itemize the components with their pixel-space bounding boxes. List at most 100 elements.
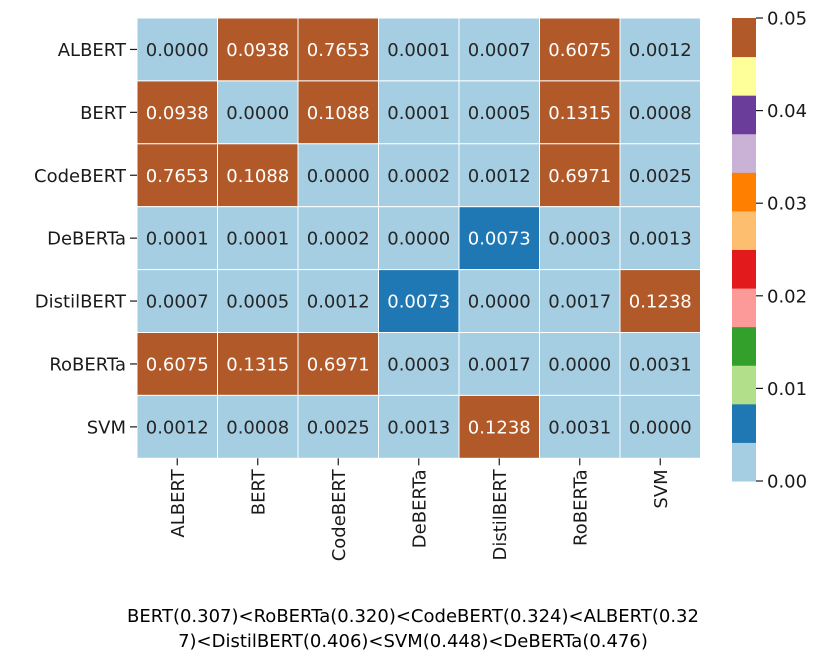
colorbar-segment [732, 56, 756, 96]
row-tick-label: DeBERTa [47, 229, 126, 250]
row-tick-label: SVM [87, 417, 126, 438]
column-tick-label: BERT [248, 468, 269, 515]
cell-value-label: 0.1315 [548, 103, 611, 124]
colorbar-tick-label: 0.04 [767, 101, 807, 122]
heatmap-cell [619, 206, 701, 271]
cell-value-label: 0.1088 [307, 103, 370, 124]
cell-value-label: 0.0025 [629, 166, 692, 187]
colorbar-tick-label: 0.05 [767, 9, 807, 30]
cell-value-label: 0.0001 [387, 103, 450, 124]
cell-value-label: 0.0001 [387, 40, 450, 61]
row-tick-label: ALBERT [58, 40, 127, 61]
cell-value-label: 0.0001 [146, 229, 209, 250]
cell-value-label: 0.0013 [629, 229, 692, 250]
cell-value-label: 0.0025 [307, 417, 370, 438]
cell-value-label: 0.6971 [307, 354, 370, 375]
cell-value-label: 0.1238 [629, 292, 692, 313]
column-tick-label: ALBERT [168, 468, 189, 537]
colorbar-segment [732, 442, 756, 482]
column-tick-label: DeBERTa [409, 469, 430, 548]
column-tick-label: DistilBERT [490, 468, 511, 560]
heatmap-cells: 0.0000 0.0938 0.7653 0.0001 0.0007 0.6075 0.00… [136, 17, 701, 459]
heatmap-cell [297, 332, 379, 396]
heatmap-cell [619, 80, 701, 145]
heatmap-cell [458, 143, 540, 208]
cell-value-label: 0.1238 [468, 417, 531, 438]
column-tick-label: SVM [651, 469, 672, 508]
heatmap-cell [458, 80, 540, 145]
cell-value-label: 0.0017 [468, 354, 531, 375]
cell-value-label: 0.0000 [307, 166, 370, 187]
cell-value-label: 0.0012 [146, 417, 209, 438]
cell-value-label: 0.0000 [226, 103, 289, 124]
heatmap-cell [458, 394, 540, 459]
cell-value-label: 0.0003 [387, 354, 450, 375]
cell-value-label: 0.0000 [146, 40, 209, 61]
cell-value-label: 0.0008 [629, 103, 692, 124]
cell-value-label: 0.0031 [548, 417, 611, 438]
cell-value-label: 0.0007 [468, 40, 531, 61]
row-tick-label: RoBERTa [49, 354, 126, 375]
colorbar-segment [732, 210, 756, 250]
heatmap-cell [297, 17, 379, 82]
heatmap-cell [539, 206, 621, 271]
column-tick-label: CodeBERT [329, 468, 350, 561]
colorbar-tick-label: 0.03 [767, 194, 807, 215]
heatmap-cell [217, 17, 299, 82]
cell-value-label: 0.0000 [468, 292, 531, 313]
colorbar-tick-label: 0.02 [767, 286, 807, 307]
cell-value-label: 0.0012 [468, 166, 531, 187]
heatmap-cell [619, 394, 701, 459]
cell-value-label: 0.0938 [226, 40, 289, 61]
cell-value-label: 0.0938 [146, 103, 209, 124]
heatmap-cell [619, 269, 701, 334]
heatmap-cell [539, 17, 621, 82]
heatmap-cell [136, 17, 218, 82]
row-tick-label: CodeBERT [34, 166, 127, 187]
colorbar-segment [732, 172, 756, 212]
heatmap-cell [297, 143, 379, 208]
heatmap-cell [458, 332, 540, 396]
row-tick-label: DistilBERT [35, 292, 127, 313]
footnote-line-2: 7)<DistilBERT(0.406)<SVM(0.448)<DeBERTa(… [178, 631, 648, 652]
heatmap-cell [378, 332, 460, 396]
cell-value-label: 0.0012 [629, 40, 692, 61]
colorbar-tick-label: 0.00 [767, 472, 807, 493]
cell-value-label: 0.0002 [387, 166, 450, 187]
cell-value-label: 0.6075 [548, 40, 611, 61]
heatmap-cell [136, 332, 218, 396]
cell-value-label: 0.7653 [146, 166, 209, 187]
colorbar-tick-label: 0.01 [767, 379, 807, 400]
colorbar-segment [732, 249, 756, 289]
colorbar-segment [732, 403, 756, 443]
colorbar: 0.00 0.01 0.02 0.03 0.04 0.05 [732, 9, 807, 493]
cell-value-label: 0.1088 [226, 166, 289, 187]
cell-value-label: 0.0013 [387, 417, 450, 438]
cell-value-label: 0.1315 [226, 354, 289, 375]
heatmap-cell [136, 206, 218, 271]
footnote-line-1: BERT(0.307)<RoBERTa(0.320)<CodeBERT(0.32… [127, 606, 699, 627]
cell-value-label: 0.7653 [307, 40, 370, 61]
cell-value-label: 0.0017 [548, 292, 611, 313]
heatmap-cell [297, 80, 379, 145]
column-tick-label: RoBERTa [570, 469, 591, 546]
cell-value-label: 0.0008 [226, 417, 289, 438]
heatmap-cell [217, 332, 299, 396]
ranking-footnote: BERT(0.307)<RoBERTa(0.320)<CodeBERT(0.32… [127, 606, 699, 652]
row-tick-labels: ALBERT BERT CodeBERT DeBERTa DistilBERT RoBER… [34, 40, 137, 438]
colorbar-segment [732, 18, 756, 58]
heatmap-cell [297, 394, 379, 459]
cell-value-label: 0.0007 [146, 292, 209, 313]
row-tick-label: BERT [80, 103, 127, 124]
heatmap-cell [619, 332, 701, 396]
cell-value-label: 0.0012 [307, 292, 370, 313]
colorbar-segment [732, 95, 756, 135]
heatmap-cell [378, 17, 460, 82]
colorbar-segment [732, 326, 756, 366]
cell-value-label: 0.0000 [387, 229, 450, 250]
cell-value-label: 0.0003 [548, 229, 611, 250]
heatmap-cell [378, 394, 460, 459]
heatmap-cell [136, 394, 218, 459]
cell-value-label: 0.0073 [468, 229, 531, 250]
